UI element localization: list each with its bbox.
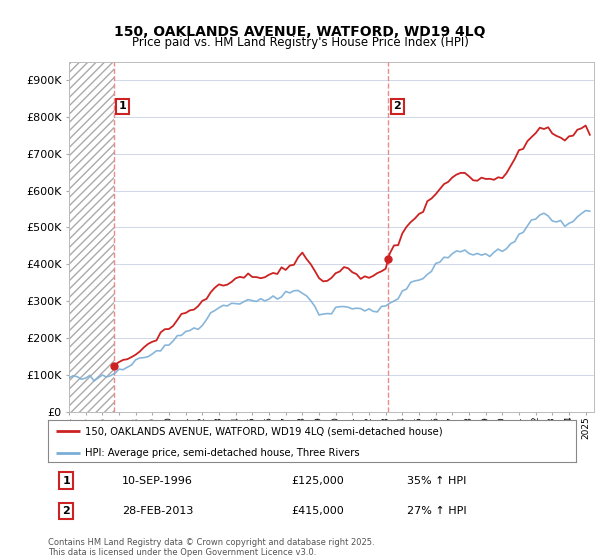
Text: HPI: Average price, semi-detached house, Three Rivers: HPI: Average price, semi-detached house,… xyxy=(85,448,359,458)
Bar xyxy=(69,62,114,412)
Text: 1: 1 xyxy=(119,101,127,111)
Text: Contains HM Land Registry data © Crown copyright and database right 2025.
This d: Contains HM Land Registry data © Crown c… xyxy=(48,538,374,557)
Text: £125,000: £125,000 xyxy=(291,475,344,486)
Text: 150, OAKLANDS AVENUE, WATFORD, WD19 4LQ (semi-detached house): 150, OAKLANDS AVENUE, WATFORD, WD19 4LQ … xyxy=(85,426,443,436)
Text: 27% ↑ HPI: 27% ↑ HPI xyxy=(407,506,467,516)
Text: 35% ↑ HPI: 35% ↑ HPI xyxy=(407,475,466,486)
Text: Price paid vs. HM Land Registry's House Price Index (HPI): Price paid vs. HM Land Registry's House … xyxy=(131,36,469,49)
Text: 2: 2 xyxy=(394,101,401,111)
Text: 28-FEB-2013: 28-FEB-2013 xyxy=(122,506,193,516)
Text: 1: 1 xyxy=(62,475,70,486)
Text: 10-SEP-1996: 10-SEP-1996 xyxy=(122,475,193,486)
Text: 2: 2 xyxy=(62,506,70,516)
Text: 150, OAKLANDS AVENUE, WATFORD, WD19 4LQ: 150, OAKLANDS AVENUE, WATFORD, WD19 4LQ xyxy=(114,25,486,39)
Text: £415,000: £415,000 xyxy=(291,506,344,516)
